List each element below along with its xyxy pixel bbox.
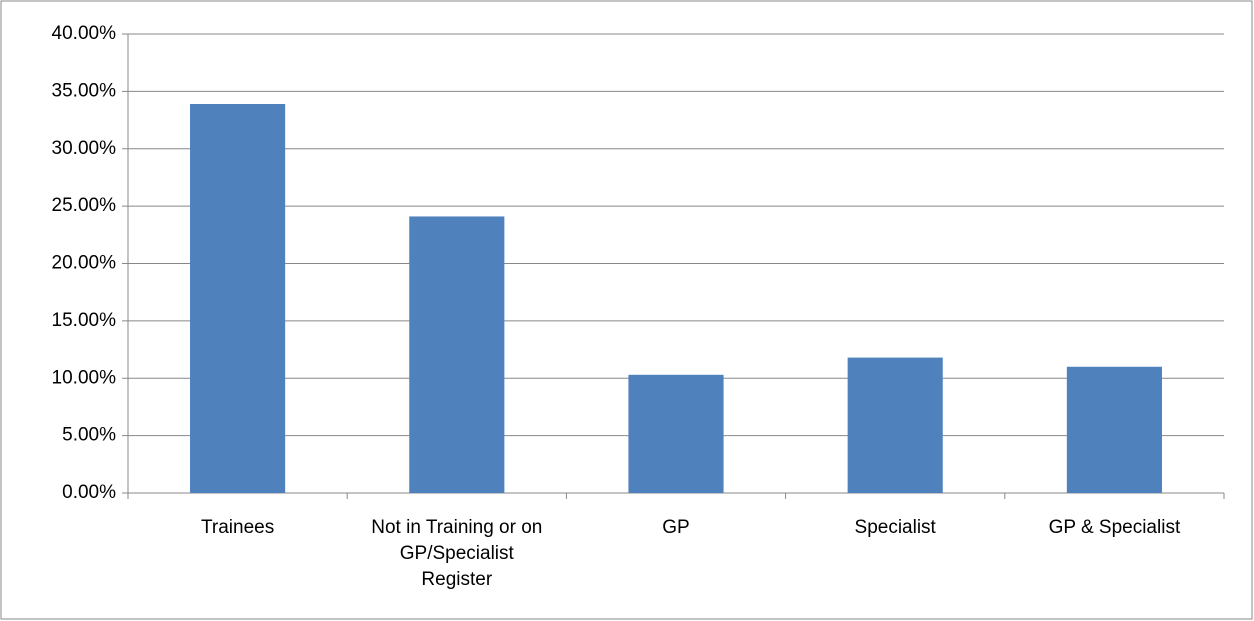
y-tick-label: 0.00% [62,482,116,503]
y-tick-label: 20.00% [52,253,117,274]
x-tick-label: Specialist [854,517,936,538]
y-tick-label: 5.00% [62,425,116,446]
x-tick-label: GP [662,517,690,538]
bar [847,357,943,493]
y-tick-label: 25.00% [52,195,117,216]
bar [628,374,724,493]
y-tick-label: 10.00% [52,367,117,388]
bar [409,216,505,493]
y-tick-label: 15.00% [52,310,117,331]
x-tick-label: Not in Training or on GP/Specialist Regi… [371,517,543,590]
y-tick-label: 40.00% [52,23,117,44]
y-tick-label: 30.00% [52,138,117,159]
bar [190,103,286,493]
x-tick-label: GP & Specialist [1048,517,1181,538]
bar [1066,366,1162,493]
x-tick-label: Trainees [200,517,275,538]
y-tick-label: 35.00% [52,80,117,101]
